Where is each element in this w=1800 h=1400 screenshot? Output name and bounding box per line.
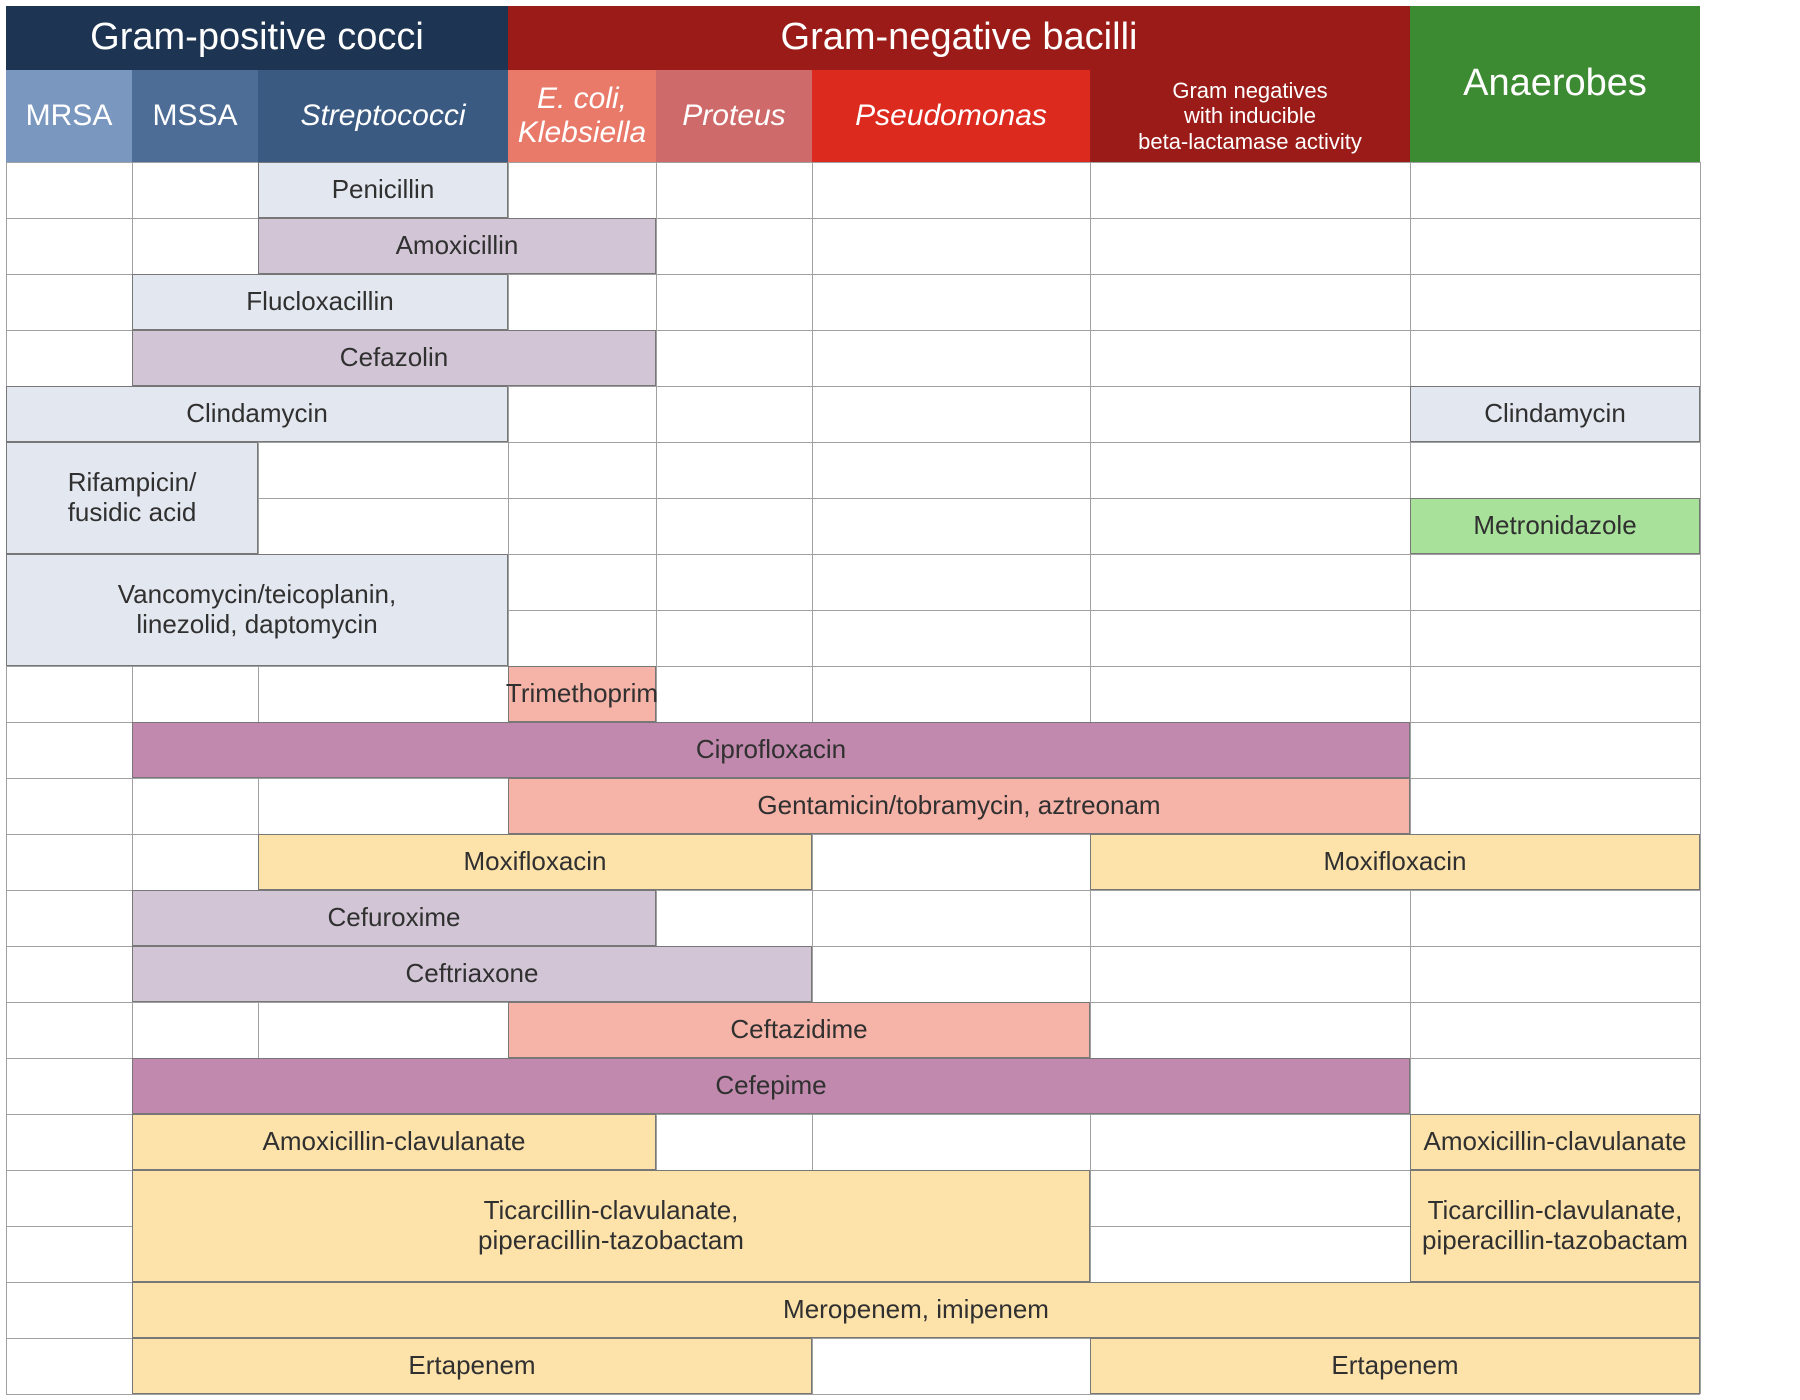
drug-bar: Penicillin — [258, 162, 508, 218]
drug-bar: Ertapenem — [1090, 1338, 1700, 1394]
drug-bar: Clindamycin — [1410, 386, 1700, 442]
drug-bar: Clindamycin — [6, 386, 508, 442]
drug-bar: Moxifloxacin — [1090, 834, 1700, 890]
drug-bar: Flucloxacillin — [132, 274, 508, 330]
drug-bar: Amoxicillin — [258, 218, 656, 274]
drug-bar: Vancomycin/teicoplanin, linezolid, dapto… — [6, 554, 508, 666]
top-header: Anaerobes — [1410, 6, 1700, 162]
drug-bar: Gentamicin/tobramycin, aztreonam — [508, 778, 1410, 834]
sub-header: Gram negatives with inducible beta-lacta… — [1090, 70, 1410, 162]
drug-bar: Rifampicin/ fusidic acid — [6, 442, 258, 554]
top-header: Gram-negative bacilli — [508, 6, 1410, 70]
drug-bar: Moxifloxacin — [258, 834, 812, 890]
drug-bar: Amoxicillin-clavulanate — [1410, 1114, 1700, 1170]
top-header: Gram-positive cocci — [6, 6, 508, 70]
sub-header: MSSA — [132, 70, 258, 162]
sub-header: Pseudomonas — [812, 70, 1090, 162]
drug-bar: Cefazolin — [132, 330, 656, 386]
sub-header: Streptococci — [258, 70, 508, 162]
grid-hline — [6, 1394, 1700, 1395]
sub-header: Proteus — [656, 70, 812, 162]
drug-bar: Ticarcillin-clavulanate, piperacillin-ta… — [1410, 1170, 1700, 1282]
grid-hline — [6, 442, 1700, 443]
drug-bar: Cefuroxime — [132, 890, 656, 946]
drug-bar: Ceftriaxone — [132, 946, 812, 1002]
drug-bar: Cefepime — [132, 1058, 1410, 1114]
drug-bar: Metronidazole — [1410, 498, 1700, 554]
drug-bar: Ticarcillin-clavulanate, piperacillin-ta… — [132, 1170, 1090, 1282]
drug-bar: Ceftazidime — [508, 1002, 1090, 1058]
antibiotic-spectrum-chart: Gram-positive cocciGram-negative bacilli… — [0, 0, 1800, 1400]
sub-header: MRSA — [6, 70, 132, 162]
sub-header: E. coli, Klebsiella — [508, 70, 656, 162]
drug-bar: Ertapenem — [132, 1338, 812, 1394]
drug-bar: Trimethoprim — [508, 666, 656, 722]
drug-bar: Meropenem, imipenem — [132, 1282, 1700, 1338]
grid-hline — [6, 666, 1700, 667]
drug-bar: Amoxicillin-clavulanate — [132, 1114, 656, 1170]
grid-vline — [1700, 162, 1701, 1394]
drug-bar: Ciprofloxacin — [132, 722, 1410, 778]
